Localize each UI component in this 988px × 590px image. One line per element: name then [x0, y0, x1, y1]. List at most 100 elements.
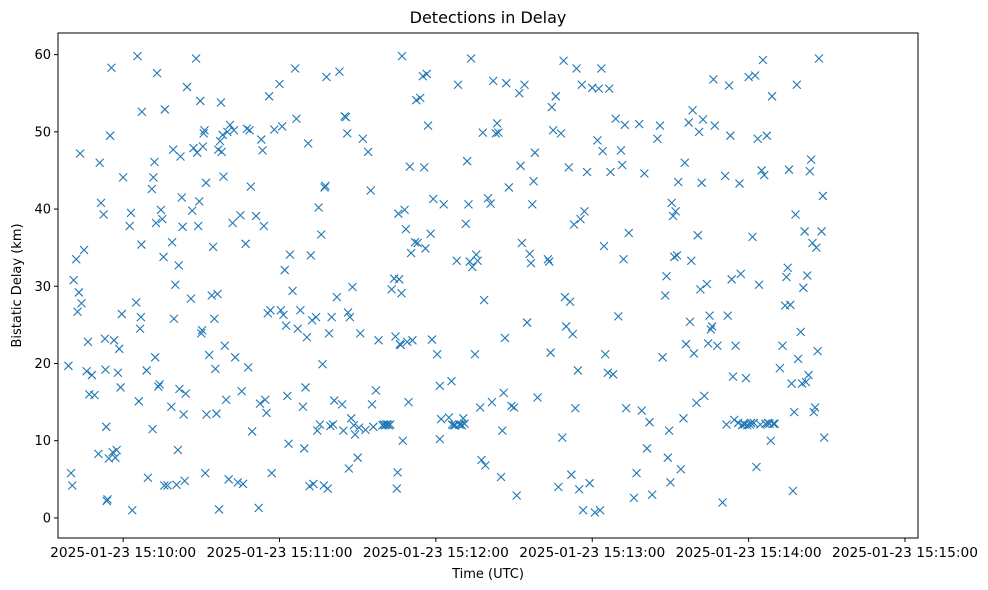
- data-point: [435, 434, 445, 444]
- data-point: [458, 413, 468, 423]
- data-point: [178, 222, 187, 232]
- data-point: [94, 449, 103, 459]
- data-point: [668, 211, 678, 221]
- data-point: [113, 368, 123, 378]
- data-point: [729, 415, 739, 425]
- data-point: [804, 370, 813, 380]
- data-point: [653, 134, 662, 144]
- data-point: [428, 194, 438, 204]
- data-point: [703, 339, 713, 348]
- data-point: [805, 166, 815, 176]
- data-point: [801, 377, 811, 387]
- data-point: [182, 82, 192, 92]
- data-point: [500, 333, 510, 343]
- data-point: [634, 119, 644, 129]
- data-point: [766, 436, 776, 446]
- data-point: [181, 389, 191, 398]
- data-point: [778, 341, 787, 351]
- data-point: [147, 184, 157, 194]
- data-point: [314, 203, 323, 212]
- data-point: [707, 322, 717, 331]
- data-point: [647, 490, 657, 500]
- data-point: [576, 214, 585, 224]
- data-point: [259, 221, 269, 231]
- data-point: [499, 388, 509, 398]
- data-point: [258, 145, 267, 155]
- data-point: [544, 257, 554, 266]
- data-point: [504, 183, 514, 192]
- data-point: [553, 482, 563, 492]
- data-point: [74, 288, 84, 297]
- data-point: [398, 436, 408, 446]
- data-point: [684, 118, 694, 127]
- data-point: [348, 282, 357, 292]
- data-point: [712, 341, 722, 351]
- data-point: [746, 418, 756, 428]
- data-point: [221, 395, 231, 405]
- data-point: [337, 400, 347, 409]
- data-point: [582, 167, 592, 177]
- data-point: [198, 142, 208, 151]
- data-point: [353, 453, 363, 463]
- data-point: [211, 364, 220, 374]
- data-point: [172, 480, 181, 490]
- data-point: [800, 227, 810, 236]
- data-point: [208, 242, 218, 252]
- data-point: [116, 383, 125, 392]
- y-tick-label: 40: [34, 203, 51, 218]
- data-point: [419, 162, 429, 172]
- data-point: [276, 305, 286, 315]
- data-point: [679, 413, 688, 423]
- data-point: [672, 250, 682, 260]
- data-point: [341, 112, 351, 122]
- data-point: [209, 314, 219, 324]
- data-point: [762, 131, 772, 141]
- data-point: [798, 283, 808, 293]
- data-point: [201, 178, 211, 188]
- data-point: [79, 245, 89, 255]
- data-point: [174, 261, 184, 270]
- data-point: [811, 243, 821, 253]
- data-point: [750, 71, 760, 80]
- data-point: [768, 419, 778, 429]
- data-point: [280, 265, 290, 275]
- data-point: [520, 80, 529, 90]
- data-point: [228, 218, 237, 228]
- data-point: [279, 310, 288, 320]
- data-point: [421, 244, 430, 253]
- data-point: [179, 410, 189, 419]
- data-point: [706, 325, 716, 334]
- data-point: [288, 286, 297, 296]
- data-point: [254, 503, 264, 513]
- data-point: [685, 317, 695, 327]
- data-point: [394, 274, 404, 284]
- data-point: [686, 256, 696, 266]
- data-point: [264, 91, 274, 101]
- data-point: [335, 67, 344, 76]
- data-point: [817, 227, 826, 236]
- data-point: [397, 51, 407, 61]
- data-point: [306, 250, 316, 260]
- data-point: [368, 422, 378, 432]
- data-point: [696, 284, 705, 294]
- data-point: [568, 329, 578, 339]
- data-point: [658, 352, 667, 362]
- data-point: [785, 300, 795, 310]
- data-point: [345, 312, 355, 322]
- data-point: [594, 84, 604, 93]
- data-point: [195, 96, 205, 106]
- data-point: [322, 72, 331, 82]
- data-point: [299, 444, 309, 453]
- data-point: [99, 210, 108, 219]
- data-point: [105, 131, 115, 141]
- data-point: [260, 395, 270, 405]
- data-point: [551, 91, 561, 101]
- data-point: [590, 508, 600, 517]
- data-point: [596, 64, 606, 73]
- chart-title: Detections in Delay: [410, 8, 567, 27]
- data-point: [709, 74, 718, 84]
- data-point: [180, 476, 190, 486]
- data-point: [789, 407, 799, 417]
- data-point: [281, 321, 291, 331]
- data-point: [496, 472, 506, 482]
